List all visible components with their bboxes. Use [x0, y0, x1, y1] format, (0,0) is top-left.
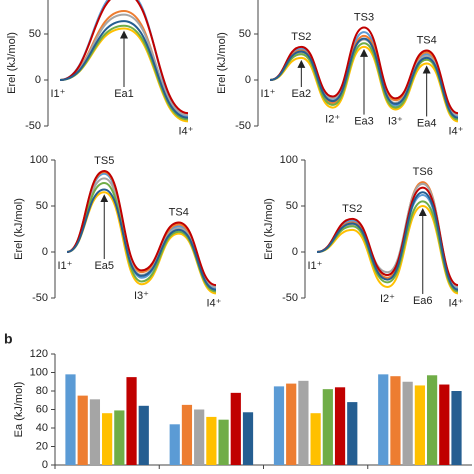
category-label: TS4: [417, 34, 437, 46]
category-label: I4⁺: [449, 297, 464, 309]
y-tick-label: 100: [280, 154, 298, 166]
annotation: Ea4: [417, 117, 437, 129]
category-label: I4⁺: [449, 125, 464, 137]
y-axis-label: Erel (kJ/mol): [13, 198, 25, 260]
annotation: Ea1: [114, 88, 134, 100]
y-tick-label: 100: [30, 366, 48, 378]
y-axis-label: Erel (kJ/mol): [263, 198, 275, 260]
bar: [194, 409, 205, 465]
annotation: Ea2: [292, 88, 312, 100]
bar: [218, 419, 229, 465]
panel-label: b: [4, 331, 13, 347]
bar: [439, 384, 450, 465]
bar: [347, 402, 358, 465]
y-tick-label: 50: [239, 28, 251, 40]
energy-curve: [269, 45, 459, 123]
energy-curve: [59, 20, 189, 119]
bar: [451, 391, 462, 465]
category-label: I1⁺: [261, 88, 276, 100]
bar: [102, 413, 113, 465]
bar: [426, 375, 438, 465]
category-label: I1⁺: [58, 260, 73, 272]
bar: [169, 424, 180, 465]
y-tick-label: 0: [42, 459, 48, 471]
bar: [206, 416, 217, 465]
y-axis-label: Erel (kJ/mol): [216, 32, 228, 94]
bar: [298, 380, 309, 465]
bar: [65, 374, 76, 465]
category-label: TS2: [342, 203, 362, 215]
category-label: I4⁺: [207, 297, 222, 309]
bar: [230, 392, 241, 465]
y-tick-label: -50: [25, 120, 41, 132]
energy-curve: [66, 170, 217, 292]
y-tick-label: 0: [42, 246, 48, 258]
y-tick-label: 0: [35, 74, 41, 86]
bar: [126, 377, 137, 465]
bar: [242, 412, 254, 465]
bar: [273, 386, 285, 465]
annotation: Ea6: [413, 295, 433, 307]
energy-curve: [269, 31, 459, 118]
y-tick-label: 0: [292, 246, 298, 258]
category-label: TS4: [169, 206, 189, 218]
y-axis-label: Erel (kJ/mol): [6, 32, 18, 94]
bar: [114, 410, 125, 465]
energy-curve: [59, 0, 189, 115]
category-label: I1⁺: [51, 88, 66, 100]
bar: [138, 405, 149, 465]
bar: [89, 399, 101, 465]
category-label: TS6: [413, 166, 433, 178]
category-label: I2⁺: [325, 114, 340, 126]
y-tick-label: -50: [282, 292, 298, 304]
energy-curve: [269, 26, 459, 115]
bar: [310, 413, 321, 465]
y-tick-label: 50: [36, 200, 48, 212]
energy-curve: [269, 42, 459, 121]
y-tick-label: 40: [36, 422, 48, 434]
y-tick-label: 50: [29, 28, 41, 40]
category-label: TS3: [354, 11, 374, 23]
y-tick-label: 80: [36, 385, 48, 397]
annotation: Ea3: [354, 116, 374, 128]
y-tick-label: 100: [30, 154, 48, 166]
energy-curve: [269, 37, 459, 119]
category-label: I2⁺: [380, 293, 395, 305]
energy-curve: [316, 200, 459, 293]
y-tick-label: 0: [245, 74, 251, 86]
y-tick-label: 20: [36, 440, 48, 452]
y-tick-label: -50: [32, 292, 48, 304]
bar: [322, 389, 333, 465]
category-label: TS5: [94, 155, 114, 167]
bar: [181, 404, 193, 465]
y-tick-label: 120: [30, 348, 48, 360]
bar: [414, 385, 425, 465]
y-tick-label: -50: [235, 120, 251, 132]
bar: [77, 395, 88, 465]
category-label: I4⁺: [179, 125, 194, 137]
category-label: I3⁺: [134, 290, 149, 302]
bar: [286, 383, 297, 465]
energy-curve: [66, 188, 217, 291]
bar: [334, 387, 346, 465]
energy-curve: [316, 191, 459, 291]
bar: [390, 376, 401, 465]
y-tick-label: 60: [36, 403, 48, 415]
category-label: I1⁺: [308, 260, 323, 272]
annotation: Ea5: [94, 260, 114, 272]
category-label: TS2: [291, 31, 311, 43]
energy-curve: [66, 170, 217, 287]
y-tick-label: 50: [286, 200, 298, 212]
bar: [402, 381, 413, 465]
category-label: I3⁺: [388, 115, 403, 127]
bar: [378, 374, 389, 465]
y-axis-label: Ea (kJ/mol): [13, 382, 25, 438]
